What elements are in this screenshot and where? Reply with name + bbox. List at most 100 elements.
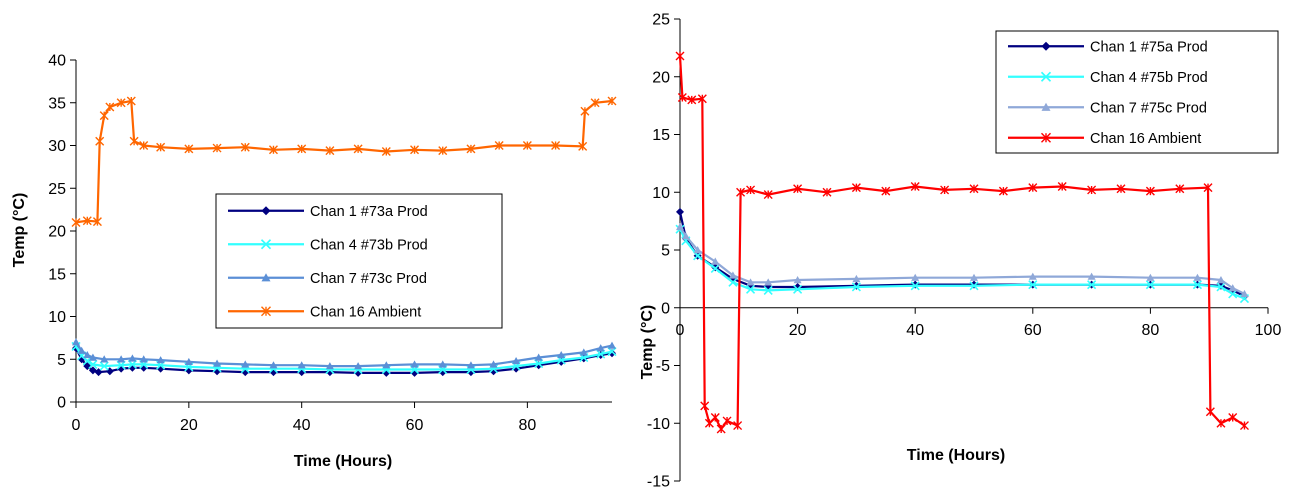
legend-label: Chan 7 #73c Prod [310,271,427,287]
data-point [494,141,504,150]
data-point [733,421,743,431]
data-point [466,144,476,154]
data-point [269,361,278,369]
x-tick-label: 60 [406,417,424,434]
series-chan-4-75b-prod [675,224,1250,304]
data-point [736,187,746,197]
x-tick-label: 100 [1255,322,1282,339]
data-point [325,362,334,370]
y-tick-label: 0 [57,395,66,412]
data-point [881,186,891,196]
data-point [71,217,81,227]
data-point [1228,412,1238,422]
data-point [353,144,363,154]
data-point [710,263,720,274]
data-point [240,142,250,152]
data-point [911,280,920,289]
x-tick-label: 80 [1142,322,1160,339]
data-point [105,102,115,112]
data-point [268,145,278,155]
data-point [381,146,391,156]
data-point [116,98,126,108]
x-tick-label: 0 [72,417,81,434]
legend-label: Chan 4 #73b Prod [310,237,428,253]
y-tick-label: -5 [656,358,670,375]
data-point [1205,407,1215,417]
data-point [940,185,950,195]
data-point [184,357,193,366]
data-point [746,278,755,286]
data-point [82,216,92,226]
data-point [852,274,861,283]
y-tick-label: 15 [48,266,66,283]
series-line [679,228,1245,300]
data-point [116,360,126,370]
data-point [1146,273,1155,281]
x-tick-label: 80 [518,417,536,434]
data-point [82,356,92,366]
data-point [676,222,684,231]
data-point [1240,289,1249,298]
y-tick-label: 0 [661,300,670,317]
x-tick-label: 40 [906,322,924,339]
data-point [763,285,773,295]
data-point [1216,276,1225,284]
data-point [489,360,498,368]
data-point [557,350,566,359]
data-point [1239,421,1249,431]
data-point [607,346,617,357]
y-axis-title: Temp (°C) [11,193,28,268]
data-point [969,281,979,291]
data-point [410,360,419,368]
y-tick-label: 20 [652,69,670,86]
data-point [822,187,832,197]
data-point [212,143,222,153]
data-point [608,341,616,349]
data-point [764,278,773,286]
data-point [1203,183,1213,193]
data-point [969,184,979,194]
data-point [1192,280,1203,290]
data-point [1028,183,1038,193]
data-point [117,355,126,363]
legend-label: Chan 16 Ambient [310,304,421,320]
data-point [728,277,738,287]
y-tick-label: 5 [661,243,670,260]
data-point [793,276,802,284]
y-tick-label: 40 [48,53,66,70]
y-tick-label: 20 [48,224,66,241]
data-point [88,359,98,369]
data-point [852,281,861,290]
data-point [77,346,86,354]
data-point [711,257,720,265]
data-point [438,360,447,368]
data-point [716,424,726,434]
data-point [126,96,136,106]
x-tick-label: 20 [789,322,807,339]
data-point [763,190,773,200]
data-point [129,136,139,146]
y-tick-label: 30 [48,138,66,155]
data-point [128,354,137,362]
data-point [1087,280,1097,290]
legend-marker [1041,132,1051,143]
data-point [184,144,194,154]
data-point [466,361,475,369]
data-point [910,181,920,191]
data-point [998,186,1008,196]
data-point [100,355,109,363]
data-point [596,344,605,352]
data-point [675,51,685,61]
data-point [438,146,448,156]
y-tick-label: 25 [48,181,66,198]
data-point [95,136,105,146]
data-point [156,356,165,364]
data-point [99,361,109,371]
data-point [512,356,521,365]
data-point [139,355,148,363]
x-axis-title: Time (Hours) [907,447,1005,464]
data-point [693,246,702,254]
series-line [75,341,613,368]
data-point [1175,184,1185,194]
data-point [297,361,306,369]
